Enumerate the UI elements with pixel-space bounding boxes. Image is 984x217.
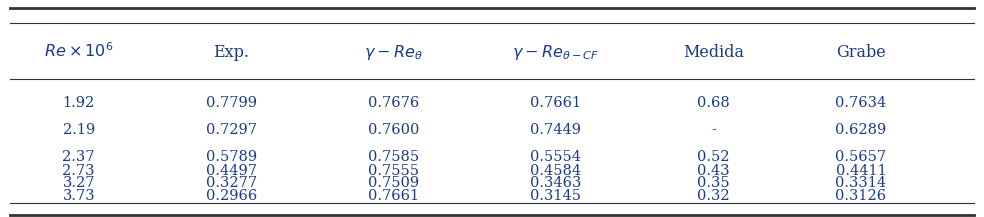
Text: 3.27: 3.27 — [62, 176, 95, 190]
Text: 0.3463: 0.3463 — [530, 176, 582, 190]
Text: 0.52: 0.52 — [697, 150, 730, 164]
Text: $Re \times 10^6$: $Re \times 10^6$ — [44, 43, 113, 61]
Text: 0.5554: 0.5554 — [530, 150, 582, 164]
Text: 0.32: 0.32 — [697, 189, 730, 203]
Text: 0.7799: 0.7799 — [206, 96, 257, 110]
Text: 1.92: 1.92 — [63, 96, 94, 110]
Text: 0.7509: 0.7509 — [368, 176, 419, 190]
Text: 0.43: 0.43 — [697, 164, 730, 178]
Text: 0.5657: 0.5657 — [835, 150, 887, 164]
Text: 0.5789: 0.5789 — [206, 150, 257, 164]
Text: 0.4497: 0.4497 — [206, 164, 257, 178]
Text: 0.7661: 0.7661 — [368, 189, 419, 203]
Text: 0.2966: 0.2966 — [206, 189, 257, 203]
Text: 2.19: 2.19 — [63, 123, 94, 137]
Text: 0.7449: 0.7449 — [530, 123, 582, 137]
Text: Medida: Medida — [683, 44, 744, 61]
Text: 2.73: 2.73 — [62, 164, 95, 178]
Text: 0.4584: 0.4584 — [530, 164, 582, 178]
Text: 2.37: 2.37 — [62, 150, 95, 164]
Text: Grabe: Grabe — [836, 44, 886, 61]
Text: 0.3126: 0.3126 — [835, 189, 887, 203]
Text: 0.7585: 0.7585 — [368, 150, 419, 164]
Text: -: - — [711, 123, 715, 137]
Text: 0.7297: 0.7297 — [206, 123, 257, 137]
Text: Exp.: Exp. — [214, 44, 249, 61]
Text: 0.3277: 0.3277 — [206, 176, 257, 190]
Text: 0.35: 0.35 — [697, 176, 730, 190]
Text: 0.3314: 0.3314 — [835, 176, 887, 190]
Text: 0.68: 0.68 — [697, 96, 730, 110]
Text: 0.7634: 0.7634 — [835, 96, 887, 110]
Text: 0.7600: 0.7600 — [368, 123, 419, 137]
Text: 3.73: 3.73 — [62, 189, 95, 203]
Text: 0.3145: 0.3145 — [530, 189, 582, 203]
Text: 0.7676: 0.7676 — [368, 96, 419, 110]
Text: 0.6289: 0.6289 — [835, 123, 887, 137]
Text: 0.7661: 0.7661 — [530, 96, 582, 110]
Text: $\gamma - Re_{\theta - CF}$: $\gamma - Re_{\theta - CF}$ — [513, 43, 599, 62]
Text: 0.4411: 0.4411 — [835, 164, 887, 178]
Text: $\gamma - Re_{\theta}$: $\gamma - Re_{\theta}$ — [364, 43, 423, 62]
Text: 0.7555: 0.7555 — [368, 164, 419, 178]
